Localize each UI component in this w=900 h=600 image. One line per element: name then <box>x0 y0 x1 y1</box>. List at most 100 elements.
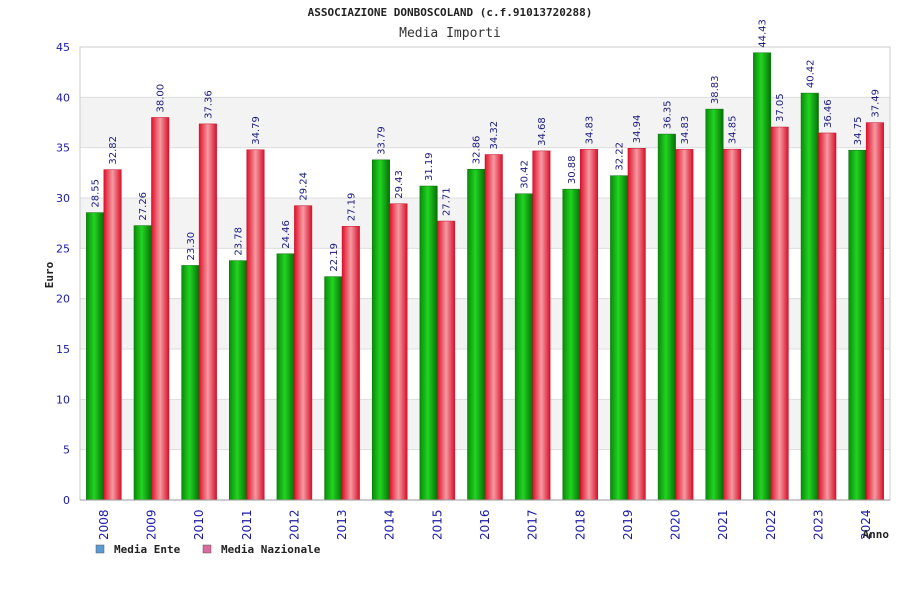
data-label: 32.22 <box>615 142 626 171</box>
data-label: 27.71 <box>442 187 453 216</box>
y-tick-label: 0 <box>63 494 70 507</box>
bar-media-ente <box>800 92 819 501</box>
x-tick-label: 2016 <box>478 509 492 540</box>
x-axis-ticks: 2008 2009 2010 2011 2012 2013 2014 2015 2016 2017… <box>97 509 873 540</box>
data-label: 34.83 <box>585 116 596 145</box>
data-label: 23.78 <box>234 227 245 256</box>
bar-media-ente <box>229 260 248 501</box>
data-label: 36.35 <box>662 100 673 129</box>
y-axis-label: Euro <box>43 261 56 288</box>
data-label: 30.88 <box>567 156 578 185</box>
y-tick-label: 40 <box>56 91 70 104</box>
y-tick-label: 35 <box>56 142 70 155</box>
bars <box>86 52 884 501</box>
x-tick-label: 2010 <box>192 509 206 540</box>
data-label: 31.19 <box>424 152 435 181</box>
bar-media-nazionale <box>103 169 122 501</box>
x-tick-label: 2013 <box>335 509 349 540</box>
bar-media-nazionale <box>246 149 265 501</box>
data-label: 33.79 <box>376 126 387 155</box>
x-tick-label: 2014 <box>383 509 397 540</box>
x-tick-label: 2015 <box>430 509 444 540</box>
data-label: 38.00 <box>156 84 167 113</box>
bar-media-nazionale <box>437 220 456 501</box>
data-label: 22.19 <box>329 243 340 272</box>
y-tick-label: 10 <box>56 393 70 406</box>
bar-media-ente <box>133 225 152 501</box>
data-label: 34.68 <box>537 117 548 146</box>
bar-media-ente <box>610 175 629 501</box>
bar-media-ente <box>467 168 486 501</box>
bar-media-nazionale <box>532 150 551 501</box>
bar-media-nazionale <box>627 148 646 501</box>
data-label: 24.46 <box>281 220 292 249</box>
data-label: 37.05 <box>775 93 786 122</box>
bar-media-nazionale <box>341 226 360 501</box>
data-label: 34.83 <box>680 116 691 145</box>
data-label: 30.42 <box>519 160 530 189</box>
x-tick-label: 2023 <box>812 509 826 540</box>
bar-media-ente <box>371 159 390 501</box>
bar-media-ente <box>86 212 105 501</box>
chart-subtitle: Media Importi <box>399 26 501 41</box>
bar-media-ente <box>753 52 772 501</box>
data-label: 32.86 <box>472 136 483 165</box>
data-label: 34.32 <box>489 121 500 150</box>
data-label: 28.55 <box>91 179 102 208</box>
data-label: 34.94 <box>632 115 643 144</box>
data-label: 27.26 <box>138 192 149 221</box>
y-tick-label: 30 <box>56 192 70 205</box>
legend-label-media-nazionale: Media Nazionale <box>221 543 321 556</box>
legend: Media Ente Media Nazionale <box>95 543 321 556</box>
legend-label-media-ente: Media Ente <box>114 543 181 556</box>
bar-media-ente <box>324 276 343 501</box>
bar-media-ente <box>705 108 724 501</box>
x-tick-label: 2017 <box>526 509 540 540</box>
data-label: 29.43 <box>394 170 405 199</box>
y-axis-ticks: 0 5 10 15 20 25 30 35 40 45 <box>56 41 70 507</box>
bar-media-ente <box>181 265 200 501</box>
y-tick-label: 25 <box>56 242 70 255</box>
data-label: 40.42 <box>805 59 816 88</box>
bar-media-ente <box>276 253 295 501</box>
bar-media-nazionale <box>722 148 741 501</box>
x-tick-label: 2018 <box>573 509 587 540</box>
chart-title: ASSOCIAZIONE DONBOSCOLAND (c.f.910137202… <box>308 6 593 19</box>
bar-media-ente <box>514 193 533 501</box>
legend-swatch-media-nazionale <box>202 544 212 554</box>
x-tick-label: 2024 <box>859 509 873 540</box>
bar-media-nazionale <box>580 149 599 501</box>
data-label: 29.24 <box>299 172 310 201</box>
bar-media-nazionale <box>389 203 408 501</box>
data-label: 44.43 <box>758 19 769 48</box>
y-tick-label: 15 <box>56 343 70 356</box>
x-tick-label: 2021 <box>716 509 730 540</box>
legend-swatch-media-ente <box>95 544 105 554</box>
bar-media-ente <box>848 149 867 501</box>
data-label: 37.36 <box>203 90 214 119</box>
data-label: 34.75 <box>853 117 864 146</box>
data-label: 36.46 <box>823 99 834 128</box>
bar-media-ente <box>657 133 676 501</box>
data-label: 37.49 <box>870 89 881 118</box>
x-tick-label: 2011 <box>240 509 254 540</box>
x-tick-label: 2019 <box>621 509 635 540</box>
bar-media-nazionale <box>198 123 217 501</box>
data-label: 32.82 <box>108 136 119 165</box>
data-label: 34.85 <box>727 116 738 145</box>
data-labels: 28.55 32.82 27.26 38.00 23.30 37.36 23.78 34.79… <box>91 19 882 272</box>
bar-media-ente <box>419 185 438 501</box>
data-label: 23.30 <box>186 232 197 261</box>
x-tick-label: 2022 <box>764 509 778 540</box>
bar-media-nazionale <box>770 126 789 501</box>
data-label: 38.83 <box>710 75 721 104</box>
bar-media-nazionale <box>818 132 837 501</box>
bar-media-nazionale <box>294 205 313 501</box>
x-tick-label: 2009 <box>144 509 158 540</box>
y-tick-label: 20 <box>56 293 70 306</box>
x-tick-label: 2012 <box>287 509 301 540</box>
bar-media-nazionale <box>865 122 884 501</box>
y-tick-label: 45 <box>56 41 70 54</box>
bar-media-nazionale <box>151 117 170 501</box>
